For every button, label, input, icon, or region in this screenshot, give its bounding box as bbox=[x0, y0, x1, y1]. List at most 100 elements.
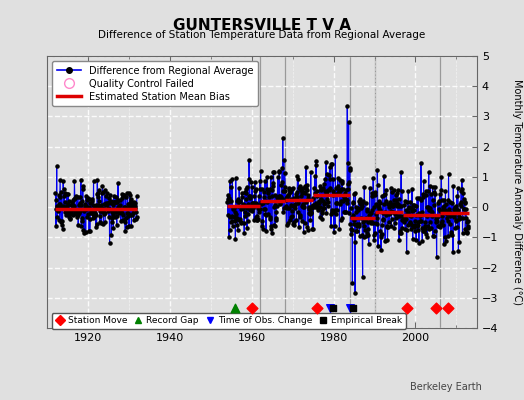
Point bbox=[111, 214, 119, 220]
Point bbox=[444, 197, 452, 204]
Point bbox=[53, 204, 62, 210]
Point bbox=[439, 204, 447, 210]
Point bbox=[396, 230, 404, 236]
Point bbox=[375, 204, 384, 210]
Point bbox=[455, 216, 463, 222]
Point bbox=[315, 183, 324, 189]
Point bbox=[438, 213, 446, 219]
Point bbox=[427, 224, 435, 231]
Point bbox=[260, 206, 268, 212]
Point bbox=[430, 232, 438, 239]
Point bbox=[458, 186, 466, 192]
Point bbox=[398, 216, 407, 223]
Point bbox=[397, 169, 406, 176]
Point bbox=[94, 202, 102, 208]
Point bbox=[124, 210, 132, 216]
Point bbox=[99, 221, 107, 228]
Point bbox=[308, 202, 316, 209]
Point bbox=[391, 220, 399, 226]
Point bbox=[84, 196, 93, 202]
Point bbox=[318, 208, 326, 214]
Point bbox=[431, 213, 440, 219]
Point bbox=[459, 190, 467, 196]
Point bbox=[231, 236, 239, 242]
Point bbox=[375, 206, 383, 212]
Point bbox=[225, 227, 234, 234]
Point bbox=[307, 210, 315, 216]
Point bbox=[78, 198, 86, 205]
Point bbox=[235, 217, 243, 223]
Point bbox=[79, 185, 87, 192]
Point bbox=[337, 178, 346, 184]
Point bbox=[241, 188, 249, 195]
Point bbox=[379, 210, 388, 216]
Point bbox=[305, 204, 313, 210]
Point bbox=[404, 222, 412, 228]
Point bbox=[456, 202, 465, 209]
Point bbox=[252, 200, 260, 206]
Point bbox=[75, 207, 83, 213]
Point bbox=[286, 189, 294, 195]
Point bbox=[110, 199, 118, 205]
Point bbox=[440, 240, 448, 247]
Point bbox=[458, 230, 467, 236]
Point bbox=[326, 176, 334, 183]
Point bbox=[406, 220, 414, 226]
Point bbox=[331, 153, 340, 159]
Point bbox=[397, 203, 405, 209]
Point bbox=[274, 194, 282, 201]
Point bbox=[433, 213, 442, 220]
Point bbox=[373, 167, 381, 174]
Point bbox=[256, 168, 265, 174]
Point bbox=[425, 207, 434, 214]
Point bbox=[84, 211, 92, 217]
Point bbox=[463, 219, 471, 226]
Point bbox=[384, 201, 392, 207]
Point bbox=[368, 207, 377, 213]
Point bbox=[254, 204, 263, 211]
Point bbox=[237, 205, 246, 212]
Point bbox=[363, 205, 371, 212]
Point bbox=[227, 219, 235, 225]
Point bbox=[224, 212, 232, 218]
Point bbox=[440, 197, 449, 204]
Point bbox=[327, 211, 335, 218]
Point bbox=[269, 169, 277, 176]
Point bbox=[386, 210, 394, 216]
Point bbox=[380, 192, 389, 198]
Point bbox=[282, 203, 290, 209]
Point bbox=[82, 206, 91, 212]
Point bbox=[297, 203, 305, 209]
Point bbox=[121, 228, 129, 234]
Point bbox=[277, 182, 286, 188]
Point bbox=[383, 187, 391, 194]
Point bbox=[464, 218, 473, 224]
Point bbox=[393, 200, 401, 206]
Point bbox=[61, 208, 69, 215]
Point bbox=[450, 213, 458, 220]
Point bbox=[247, 179, 256, 186]
Point bbox=[233, 222, 242, 228]
Point bbox=[106, 200, 115, 206]
Point bbox=[263, 174, 271, 180]
Point bbox=[276, 200, 285, 206]
Point bbox=[410, 206, 418, 213]
Point bbox=[284, 220, 292, 226]
Point bbox=[376, 207, 384, 214]
Point bbox=[374, 203, 383, 209]
Point bbox=[354, 205, 363, 211]
Point bbox=[235, 185, 243, 191]
Point bbox=[313, 192, 321, 199]
Point bbox=[101, 218, 110, 225]
Point bbox=[133, 214, 141, 220]
Point bbox=[299, 229, 308, 235]
Point bbox=[76, 194, 84, 200]
Point bbox=[396, 228, 405, 234]
Point bbox=[376, 228, 385, 234]
Point bbox=[400, 202, 408, 208]
Point bbox=[252, 186, 260, 192]
Point bbox=[250, 179, 259, 186]
Point bbox=[342, 200, 351, 206]
Point bbox=[111, 208, 119, 215]
Point bbox=[383, 223, 391, 229]
